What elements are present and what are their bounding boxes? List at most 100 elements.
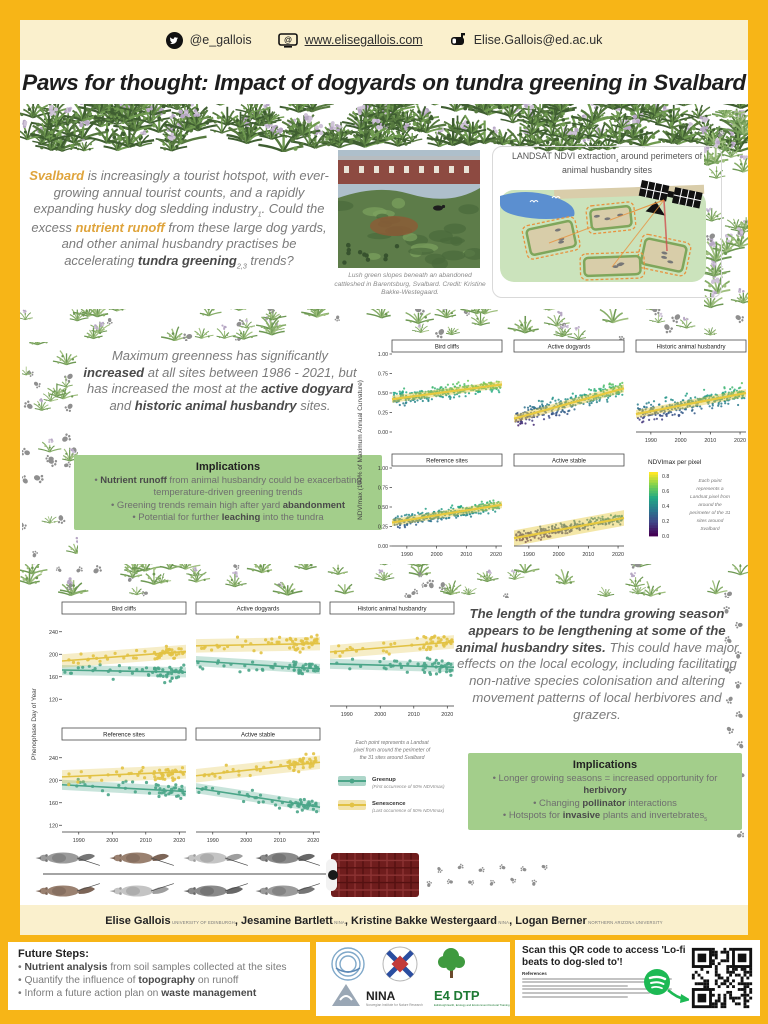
svg-text:2010: 2010 bbox=[408, 712, 420, 718]
twitter-contact[interactable]: @e_gallois bbox=[165, 31, 252, 49]
divider-band-1 bbox=[20, 309, 744, 341]
svg-text:Historic animal husbandry: Historic animal husbandry bbox=[656, 345, 725, 351]
svg-text:Landsat pixel from: Landsat pixel from bbox=[690, 494, 730, 500]
svg-text:Active stable: Active stable bbox=[241, 733, 276, 739]
implications-title-2: Implications bbox=[572, 759, 638, 771]
future-step-bullet: • Inform a future action plan on waste m… bbox=[18, 988, 257, 1000]
implication-bullet: • Nutrient runoff from animal husbandry … bbox=[94, 475, 362, 499]
future-step-bullet: • Quantify the influence of topography o… bbox=[18, 975, 239, 987]
landsat-title: LANDSAT NDVI extraction4 around perimete… bbox=[511, 151, 703, 175]
svg-text:1.00: 1.00 bbox=[378, 466, 388, 472]
svg-text:2020: 2020 bbox=[734, 438, 746, 444]
twitter-icon bbox=[165, 31, 183, 49]
divider-band-2 bbox=[20, 564, 748, 598]
ndvimax-facet-chart: NDVImax (100% of Maximum Annual Curvatur… bbox=[357, 339, 747, 558]
svg-text:2020: 2020 bbox=[612, 552, 624, 558]
implication-bullet: • Hotspots for invasive plants and inver… bbox=[502, 810, 708, 823]
svg-text:2010: 2010 bbox=[274, 838, 286, 844]
implication-bullet: • Greening trends remain high after yard… bbox=[110, 499, 346, 511]
svg-text:Senescence: Senescence bbox=[372, 801, 406, 807]
contact-band: @e_gallois @ www.elisegallois.com Elise.… bbox=[20, 20, 748, 60]
svg-text:1.00: 1.00 bbox=[378, 352, 388, 358]
svg-text:the 31 sites around Svalbard: the 31 sites around Svalbard bbox=[360, 755, 425, 761]
svg-text:pixel from around the perimete: pixel from around the perimeter of bbox=[353, 748, 431, 754]
svg-text:160: 160 bbox=[49, 675, 58, 681]
svg-text:2010: 2010 bbox=[582, 552, 594, 558]
svg-text:NDVImax per pixel: NDVImax per pixel bbox=[648, 459, 701, 466]
svg-text:Phenophase Day of Year: Phenophase Day of Year bbox=[31, 687, 38, 760]
svg-text:0.00: 0.00 bbox=[378, 430, 388, 436]
svg-text:0.50: 0.50 bbox=[378, 391, 388, 397]
mailbox-icon bbox=[450, 33, 465, 45]
svg-text:0.8: 0.8 bbox=[662, 474, 669, 480]
svg-text:0.2: 0.2 bbox=[662, 519, 669, 525]
svg-text:1990: 1990 bbox=[341, 712, 353, 718]
intro-paragraph: Svalbard is increasingly a tourist hotsp… bbox=[29, 168, 329, 271]
svg-text:1990: 1990 bbox=[207, 838, 219, 844]
implication-bullet: • Longer growing seasons = increased opp… bbox=[492, 773, 718, 797]
references-text bbox=[522, 977, 672, 998]
svg-text:0.75: 0.75 bbox=[378, 372, 388, 378]
implication-bullet: • Changing pollinator interactions bbox=[533, 797, 677, 809]
svg-text:160: 160 bbox=[49, 801, 58, 807]
svg-text:2000: 2000 bbox=[240, 838, 252, 844]
svg-text:around the: around the bbox=[698, 502, 722, 508]
author-name: Kristine Bakke Westergaard bbox=[351, 915, 497, 927]
future-steps-title: Future Steps: bbox=[18, 948, 89, 960]
svg-text:sites around: sites around bbox=[697, 518, 724, 524]
svg-text:Reference sites: Reference sites bbox=[103, 733, 145, 739]
implications-title-1: Implications bbox=[195, 461, 261, 473]
svg-text:1990: 1990 bbox=[523, 552, 535, 558]
svg-text:2010: 2010 bbox=[460, 552, 472, 558]
svg-text:2000: 2000 bbox=[106, 838, 118, 844]
season-paragraph: The length of the tundra growing season … bbox=[455, 606, 739, 722]
svg-text:0.0: 0.0 bbox=[662, 534, 669, 540]
svg-text:2000: 2000 bbox=[374, 712, 386, 718]
logos-box: NINA Norwegian Institute for Nature Resea… bbox=[316, 942, 525, 1016]
website-contact[interactable]: @ www.elisegallois.com bbox=[277, 32, 423, 48]
svg-text:2010: 2010 bbox=[140, 838, 152, 844]
author-affiliation: NINA bbox=[496, 920, 510, 925]
author-name: Logan Berner bbox=[515, 915, 587, 927]
svg-text:0.75: 0.75 bbox=[378, 486, 388, 492]
svg-text:Norwegian Institute for Nature: Norwegian Institute for Nature Research bbox=[366, 1003, 423, 1007]
svg-text:Active stable: Active stable bbox=[552, 459, 587, 465]
email-address: Elise.Gallois@ed.ac.uk bbox=[473, 33, 603, 47]
plant-paw-border-left bbox=[22, 342, 78, 558]
svg-text:Bird cliffs: Bird cliffs bbox=[435, 345, 459, 351]
author-affiliation: Northern Arizona University bbox=[586, 920, 663, 925]
svg-text:Historic animal husbandry: Historic animal husbandry bbox=[357, 607, 426, 613]
email-contact[interactable]: Elise.Gallois@ed.ac.uk bbox=[449, 32, 603, 48]
svg-text:Svalbard: Svalbard bbox=[700, 526, 720, 532]
qr-code bbox=[689, 945, 755, 1011]
svg-text:2020: 2020 bbox=[307, 838, 319, 844]
svg-text:Greenup: Greenup bbox=[372, 777, 396, 783]
svg-text:1990: 1990 bbox=[73, 838, 85, 844]
implications-box-1: Implications • Nutrient runoff from anim… bbox=[74, 455, 382, 531]
svg-text:(Last occurrence of 50% NDVIma: (Last occurrence of 50% NDVImax) bbox=[372, 808, 445, 813]
svg-text:200: 200 bbox=[49, 778, 58, 784]
landsat-satellite-illustration bbox=[500, 179, 706, 282]
svg-text:2020: 2020 bbox=[173, 838, 185, 844]
svg-text:2000: 2000 bbox=[675, 438, 687, 444]
svg-text:Each point: Each point bbox=[698, 478, 722, 484]
phenophase-facet-chart: Phenophase Day of Year Bird cliffs Active … bbox=[31, 601, 455, 844]
svg-text:perimeter of the 31: perimeter of the 31 bbox=[688, 510, 730, 516]
website-icon: @ bbox=[277, 32, 298, 48]
svg-text:200: 200 bbox=[49, 652, 58, 658]
author-affiliation: University of Edinburgh bbox=[170, 920, 235, 925]
svg-text:Each point represents a Landsa: Each point represents a Landsat bbox=[355, 740, 429, 746]
svg-text:E4 DTP: E4 DTP bbox=[434, 988, 480, 1003]
future-steps-box: Future Steps: • Nutrient analysis from s… bbox=[8, 942, 310, 1010]
svg-text:Active dogyards: Active dogyards bbox=[548, 345, 591, 351]
svg-text:0.6: 0.6 bbox=[662, 489, 669, 495]
photo-caption: Lush green slopes beneath an abandoned c… bbox=[334, 272, 486, 297]
spotify-icon bbox=[644, 969, 691, 1003]
shrub-border-top bbox=[20, 104, 748, 152]
maxgreen-paragraph: Maximum greenness has significantly incr… bbox=[83, 348, 357, 413]
dog-sled-illustration bbox=[35, 852, 548, 897]
svg-text:0.25: 0.25 bbox=[378, 525, 388, 531]
photo-barentsburg-slopes bbox=[338, 150, 480, 268]
svg-text:2000: 2000 bbox=[431, 552, 443, 558]
